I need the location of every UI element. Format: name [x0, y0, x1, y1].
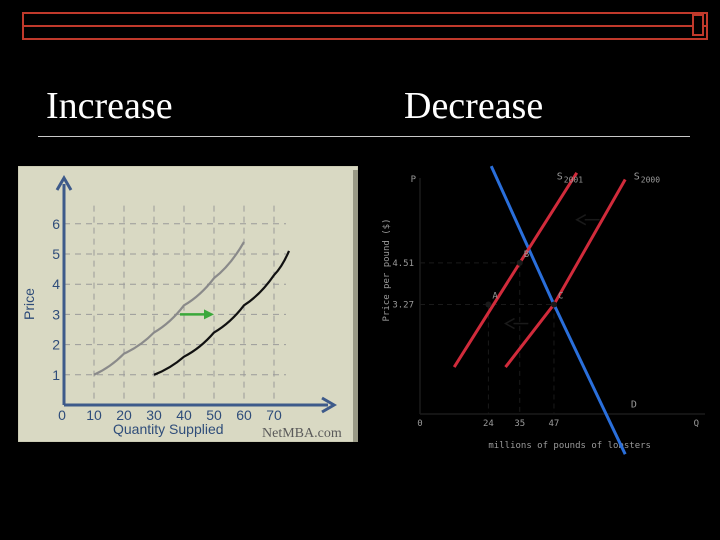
y-tick-label: 6 [52, 216, 60, 232]
heading-divider [38, 136, 690, 137]
x-tick-label: 40 [176, 407, 192, 423]
panel-shadow [353, 170, 358, 442]
x-tick-label: 47 [549, 419, 560, 429]
y-tick-label: 4 [52, 276, 60, 292]
x-tick-label: 20 [116, 407, 132, 423]
x-axis-label: millions of pounds of lobsters [488, 441, 651, 451]
curve-label-sub: 2001 [564, 176, 583, 185]
x-tick-label: 30 [146, 407, 162, 423]
supply-curve-original [93, 241, 245, 376]
y-axis-arrow-icon [55, 175, 73, 191]
curve-label-s2001: S [557, 172, 563, 183]
title-bar-box [692, 14, 704, 36]
equilibrium-point-label: A [492, 291, 498, 301]
y-axis-label: Price [21, 288, 37, 320]
curve-s2000 [504, 178, 627, 369]
y-tick-label: 4.51 [392, 259, 414, 269]
equilibrium-point [485, 301, 492, 308]
x-axis-arrow-icon [321, 396, 337, 414]
y-tick-label: 3 [52, 306, 60, 322]
x-tick-label: 35 [514, 419, 525, 429]
watermark-text: NetMBA.com [262, 426, 342, 441]
curve-d [489, 165, 627, 455]
curve-label-sub: 2000 [641, 176, 660, 185]
y-axis-end-label: P [411, 175, 417, 185]
left-heading: Increase [46, 85, 173, 127]
x-tick-label: 0 [58, 407, 66, 423]
curve-label-d: D [631, 399, 637, 410]
equilibrium-point [516, 259, 523, 266]
x-axis-label: Quantity Supplied [113, 421, 224, 437]
title-bar-decoration [22, 12, 708, 40]
supply-increase-chart: 0 10 20 30 40 50 60 70 1 2 3 4 5 6 Quantity Supplied Pr… [18, 166, 358, 442]
equilibrium-point [550, 301, 557, 308]
curve-s2001 [452, 171, 579, 368]
equilibrium-point-label: C [558, 291, 563, 301]
lobster-supply-decrease-chart: P Q 0 Price per pound ($) millions of pounds… [382, 165, 705, 455]
shift-arrow-head-icon [503, 317, 515, 330]
x-tick-label: 60 [236, 407, 252, 423]
x-tick-label: 10 [86, 407, 102, 423]
curve-label-s2000: S [634, 172, 640, 183]
shift-arrow-head-icon [575, 214, 587, 226]
y-tick-label: 1 [52, 367, 60, 383]
equilibrium-point-label: B [524, 250, 529, 260]
supply-curve-shifted [153, 250, 291, 376]
title-bar-line [22, 25, 708, 27]
x-tick-label: 50 [206, 407, 222, 423]
right-heading: Decrease [404, 85, 544, 127]
origin-label: 0 [417, 419, 422, 429]
y-tick-label: 3.27 [392, 300, 414, 310]
x-tick-label: 24 [483, 419, 494, 429]
x-axis-end-label: Q [694, 419, 699, 429]
x-tick-label: 70 [266, 407, 282, 423]
y-axis-label: Price per pound ($) [382, 219, 392, 322]
y-tick-label: 5 [52, 246, 60, 262]
y-tick-label: 2 [52, 337, 60, 353]
shift-arrow-head-icon [204, 309, 214, 320]
